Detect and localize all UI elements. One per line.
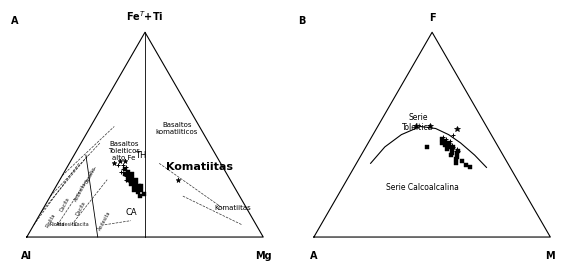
Text: Basalto: Basalto [84,166,97,185]
Text: Al: Al [21,251,32,261]
Text: B: B [298,15,305,26]
Text: Andesita: Andesita [97,210,112,231]
Text: Komatiitas: Komatiitas [166,163,233,172]
Text: Fe$^T$+Ti: Fe$^T$+Ti [126,9,164,23]
Text: Basaltos
Toleiticos
alto Fe: Basaltos Toleiticos alto Fe [108,141,140,161]
Text: F: F [429,13,436,23]
Text: Serie
Toleitica: Serie Toleitica [402,113,434,132]
Text: Andesita: Andesita [74,181,88,203]
Text: A: A [10,15,18,26]
Text: Mg: Mg [255,251,271,261]
Text: M: M [546,251,555,261]
Text: Komatiitas: Komatiitas [214,205,251,211]
Text: Serie Calcoalcalina: Serie Calcoalcalina [386,183,459,192]
Text: A: A [310,251,318,261]
Text: Riolita: Riolita [45,213,56,229]
Text: Dacita: Dacita [73,222,89,227]
Text: Riolita: Riolita [50,222,66,227]
Text: Andesita: Andesita [56,222,78,227]
Text: Basaltos
komatiiticos: Basaltos komatiiticos [156,122,198,135]
Text: Dacita: Dacita [59,196,71,212]
Text: Dacita: Dacita [75,200,87,217]
Text: TH: TH [135,151,146,160]
Text: CA: CA [125,208,137,217]
